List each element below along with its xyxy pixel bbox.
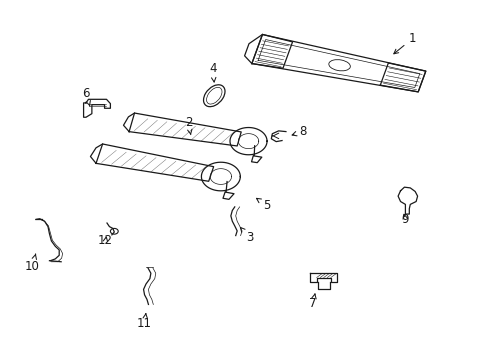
Text: 7: 7 [308,294,316,310]
Text: 11: 11 [137,314,152,330]
Text: 3: 3 [240,228,253,244]
Text: 2: 2 [184,116,192,135]
Text: 8: 8 [291,125,306,138]
Text: 5: 5 [256,198,269,212]
Text: 9: 9 [401,213,408,226]
Text: 4: 4 [209,62,216,82]
Text: 10: 10 [25,254,40,273]
Text: 1: 1 [393,32,416,54]
Text: 12: 12 [98,234,113,247]
Text: 6: 6 [82,87,90,106]
